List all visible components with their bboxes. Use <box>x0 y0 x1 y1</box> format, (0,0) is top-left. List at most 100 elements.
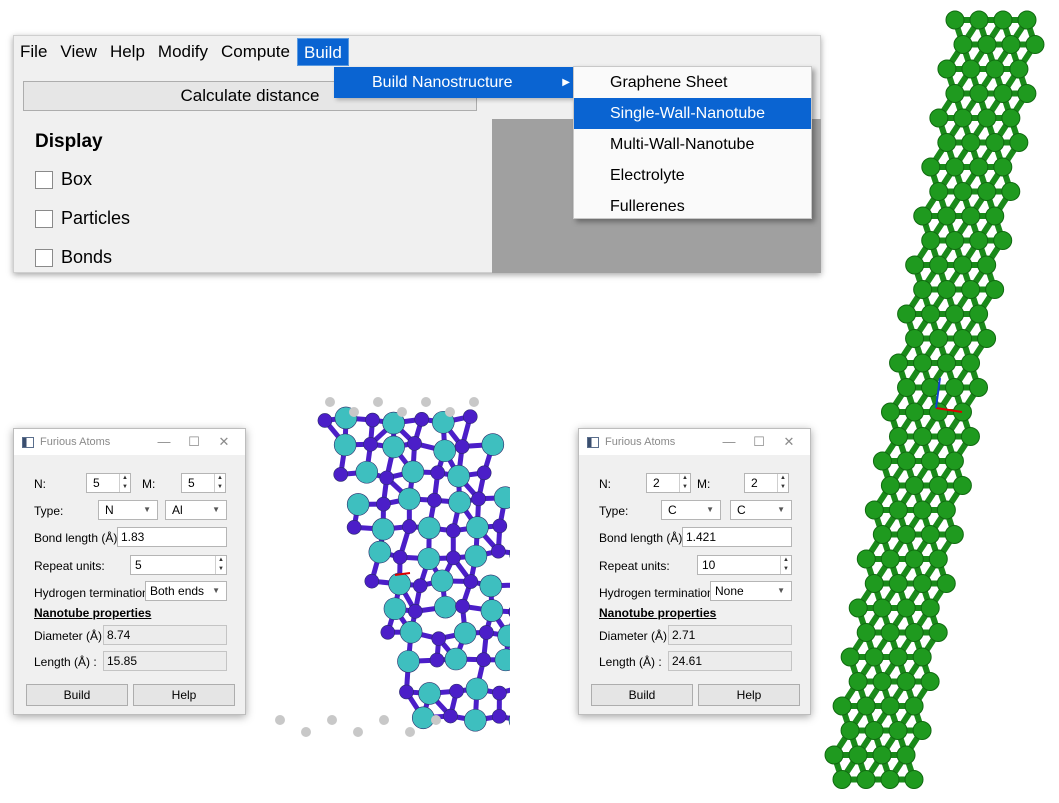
carbon-atom <box>993 157 1013 177</box>
diameter-value: 8.74 <box>103 625 227 645</box>
carbon-atom <box>889 353 909 373</box>
help-button[interactable]: Help <box>133 684 235 706</box>
menu-modify[interactable]: Modify <box>157 42 208 61</box>
atom <box>333 433 357 457</box>
menu-item-build-nanostructure[interactable]: Build Nanostructure ▶ <box>334 67 577 98</box>
repeat-units-label: Repeat units: <box>599 559 670 573</box>
menu-item-fullerenes[interactable]: Fullerenes <box>610 198 685 215</box>
hydrogen-termination-select[interactable]: Both ends ▼ <box>145 581 227 601</box>
carbon-atom <box>856 770 876 789</box>
n-spinbox[interactable]: 5 ▲ ▼ <box>86 473 131 493</box>
carbon-atom <box>961 280 981 299</box>
hydrogen-termination-select[interactable]: None ▼ <box>710 581 792 601</box>
m-value: 2 <box>751 476 758 490</box>
carbon-atom <box>953 182 973 201</box>
n-spin-arrows-icon[interactable]: ▲ ▼ <box>679 474 690 492</box>
hydrogen-atom <box>325 397 335 407</box>
atom <box>476 465 492 481</box>
type1-select[interactable]: C ▼ <box>661 500 721 520</box>
carbon-atom <box>1017 10 1037 30</box>
box-checkbox-row[interactable]: Box <box>35 169 92 190</box>
maximize-icon[interactable]: ☐ <box>188 434 200 449</box>
atom <box>453 621 477 645</box>
minimize-icon[interactable]: — <box>722 434 736 449</box>
box-checkbox-label: Box <box>61 169 93 189</box>
bond-length-input[interactable]: 1.83 <box>117 527 227 547</box>
carbon-atom <box>929 182 949 201</box>
type-label: Type: <box>599 504 629 518</box>
type-label: Type: <box>34 504 64 518</box>
atom <box>491 543 506 559</box>
menu-file[interactable]: File <box>20 42 48 61</box>
repeat-spin-arrows-icon[interactable]: ▲ ▼ <box>780 556 791 574</box>
menu-help[interactable]: Help <box>109 42 145 61</box>
n-spin-arrows-icon[interactable]: ▲ ▼ <box>119 474 130 492</box>
atom <box>492 685 507 701</box>
n-spinbox[interactable]: 2 ▲ ▼ <box>646 473 691 493</box>
carbon-atom <box>1001 108 1021 128</box>
menu-view[interactable]: View <box>60 42 97 61</box>
repeat-spin-arrows-icon[interactable]: ▲ ▼ <box>215 556 226 574</box>
carbon-atom <box>953 108 973 128</box>
menu-compute[interactable]: Compute <box>221 42 290 61</box>
carbon-nanotube-render <box>824 10 1045 789</box>
carbon-atom <box>880 402 900 422</box>
carbon-atom <box>993 84 1013 103</box>
carbon-atom <box>1017 84 1037 103</box>
carbon-atom <box>905 329 925 348</box>
bond-length-input[interactable]: 1.421 <box>682 527 792 547</box>
menu-item-multi-wall-nanotube[interactable]: Multi-Wall-Nanotube <box>610 136 755 153</box>
build-button[interactable]: Build <box>591 684 693 706</box>
menu-item-single-wall-nanotube[interactable]: Single-Wall-Nanotube <box>574 98 811 129</box>
carbon-atom <box>848 745 868 765</box>
atom <box>398 487 421 511</box>
carbon-atom <box>920 598 940 618</box>
m-spin-arrows-icon[interactable]: ▲ ▼ <box>214 474 225 492</box>
carbon-atom <box>824 745 844 765</box>
carbon-atom <box>864 647 884 667</box>
carbon-atom <box>921 378 941 397</box>
m-spinbox[interactable]: 2 ▲ ▼ <box>744 473 789 493</box>
close-icon[interactable]: ✕ <box>783 434 795 449</box>
m-label: M: <box>142 477 156 491</box>
menu-item-electrolyte[interactable]: Electrolyte <box>610 167 685 184</box>
hydrogen-termination-value: None <box>715 584 744 598</box>
bond-length-label: Bond length (Å): <box>599 531 686 545</box>
menu-item-graphene-sheet[interactable]: Graphene Sheet <box>610 74 728 91</box>
hydrogen-atom <box>405 727 415 737</box>
axis-y-arrow <box>935 377 941 409</box>
carbon-atom <box>985 206 1005 226</box>
repeat-units-spinbox[interactable]: 5 ▲ ▼ <box>130 555 227 575</box>
carbon-atom <box>856 623 876 642</box>
app-icon <box>22 436 34 448</box>
menu-build[interactable]: Build <box>296 38 349 66</box>
particles-checkbox-row[interactable]: Particles <box>35 208 130 229</box>
help-button[interactable]: Help <box>698 684 800 706</box>
hydrogen-termination-label: Hydrogen termination: <box>599 586 718 600</box>
bonds-checkbox-row[interactable]: Bonds <box>35 247 112 268</box>
close-icon[interactable]: ✕ <box>218 434 230 449</box>
atom <box>462 409 478 424</box>
bonds-checkbox-label: Bonds <box>61 247 113 267</box>
type1-select[interactable]: N ▼ <box>98 500 158 520</box>
atom <box>491 709 507 724</box>
carbon-atom <box>904 696 924 716</box>
atom <box>382 411 405 435</box>
minimize-icon[interactable]: — <box>157 434 171 449</box>
bonds-checkbox[interactable] <box>35 248 53 267</box>
diameter-value: 2.71 <box>668 625 792 645</box>
type2-select[interactable]: C ▼ <box>730 500 792 520</box>
particles-checkbox[interactable] <box>35 209 53 228</box>
build-button[interactable]: Build <box>26 684 128 706</box>
box-checkbox[interactable] <box>35 170 53 189</box>
maximize-icon[interactable]: ☐ <box>753 434 765 449</box>
m-spin-arrows-icon[interactable]: ▲ ▼ <box>777 474 788 492</box>
repeat-units-spinbox[interactable]: 10 ▲ ▼ <box>697 555 792 575</box>
carbon-atom <box>913 280 933 299</box>
carbon-atom <box>952 476 972 495</box>
carbon-atom <box>969 10 989 30</box>
carbon-atom <box>856 696 876 716</box>
type2-select[interactable]: Al ▼ <box>165 500 227 520</box>
m-spinbox[interactable]: 5 ▲ ▼ <box>181 473 226 493</box>
chevron-down-icon: ▼ <box>706 505 714 514</box>
